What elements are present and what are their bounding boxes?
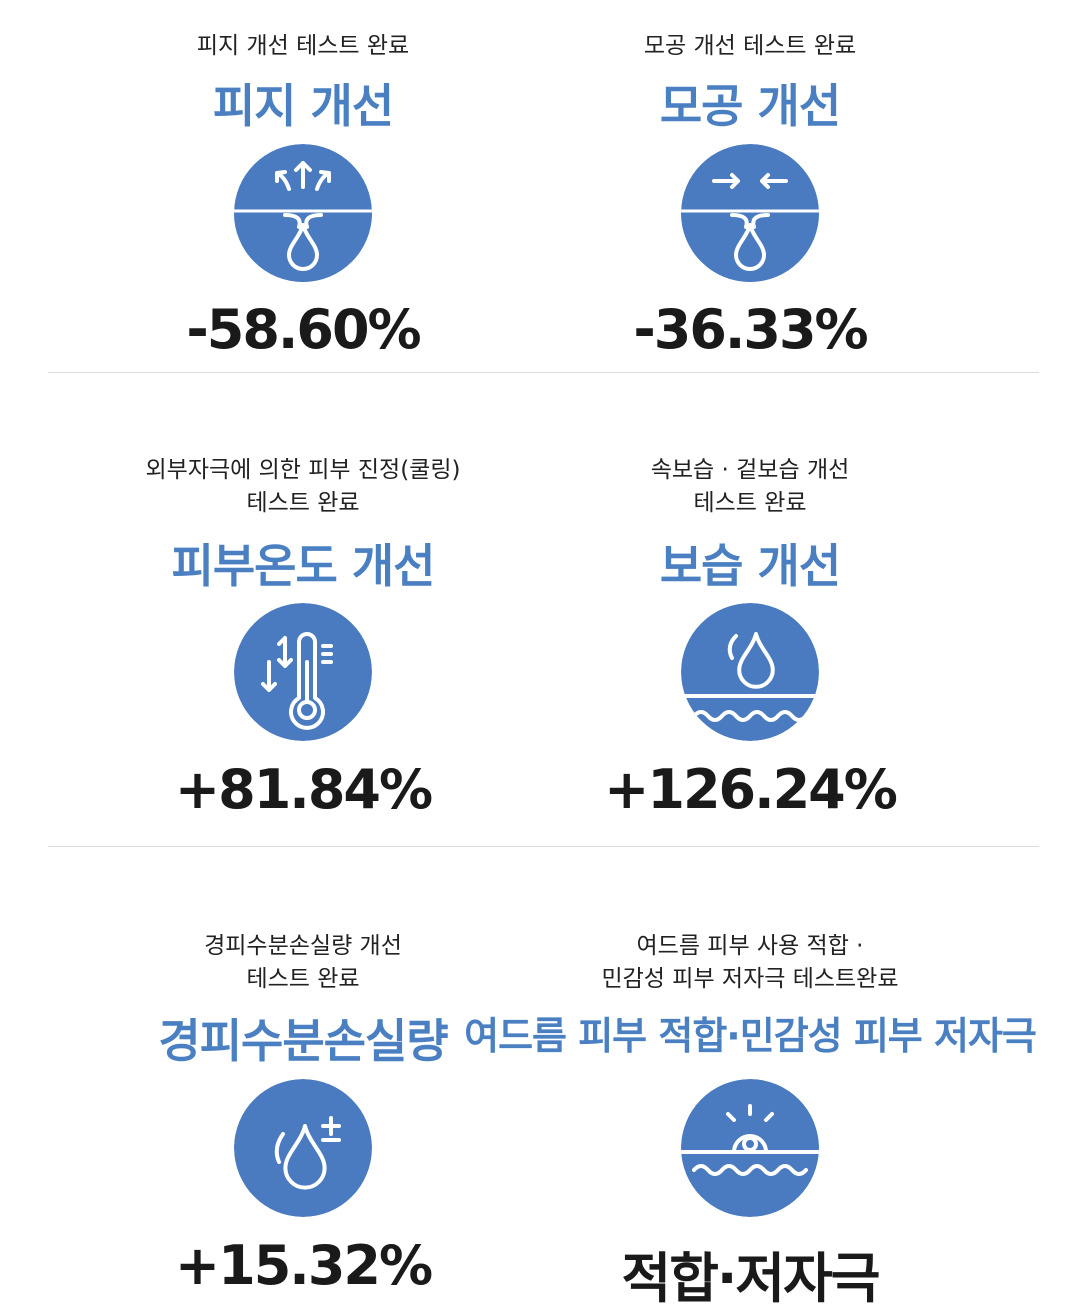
subtitle: 여드름 피부 사용 적합 ·	[636, 933, 864, 959]
subtitle: 테스트 완료	[246, 490, 360, 516]
icon	[681, 603, 819, 741]
headline: 보습 개선	[659, 539, 841, 593]
result: 적합·저자극	[621, 1247, 881, 1310]
subtitle: 민감성 피부 저자극 테스트완료	[601, 966, 899, 992]
result: +126.24%	[604, 758, 898, 821]
headline: 피부온도 개선	[171, 539, 436, 593]
headline: 모공 개선	[659, 79, 841, 133]
result: -36.33%	[633, 298, 868, 361]
icon	[234, 1079, 372, 1217]
icon	[681, 1079, 819, 1217]
subtitle: 피지 개선 테스트 완료	[196, 33, 410, 59]
subtitle: 경피수분손실량 개선	[204, 933, 402, 959]
headline: 피지 개선	[212, 79, 394, 133]
icon	[681, 144, 819, 282]
divider	[48, 372, 1039, 373]
subtitle: 테스트 완료	[693, 490, 807, 516]
subtitle: 외부자극에 의한 피부 진정(쿨링)	[145, 457, 461, 483]
icon	[234, 144, 372, 282]
result: +15.32%	[174, 1234, 433, 1297]
subtitle: 속보습 · 겉보습 개선	[650, 457, 850, 483]
result: +81.84%	[174, 758, 433, 821]
result: -58.60%	[186, 298, 421, 361]
headline: 경피수분손실량	[158, 1014, 448, 1068]
subtitle: 테스트 완료	[246, 966, 360, 992]
headline: 여드름 피부 적합·민감성 피부 저자극	[464, 1014, 1037, 1058]
subtitle: 모공 개선 테스트 완료	[643, 33, 857, 59]
icon	[234, 603, 372, 741]
divider	[48, 846, 1039, 847]
